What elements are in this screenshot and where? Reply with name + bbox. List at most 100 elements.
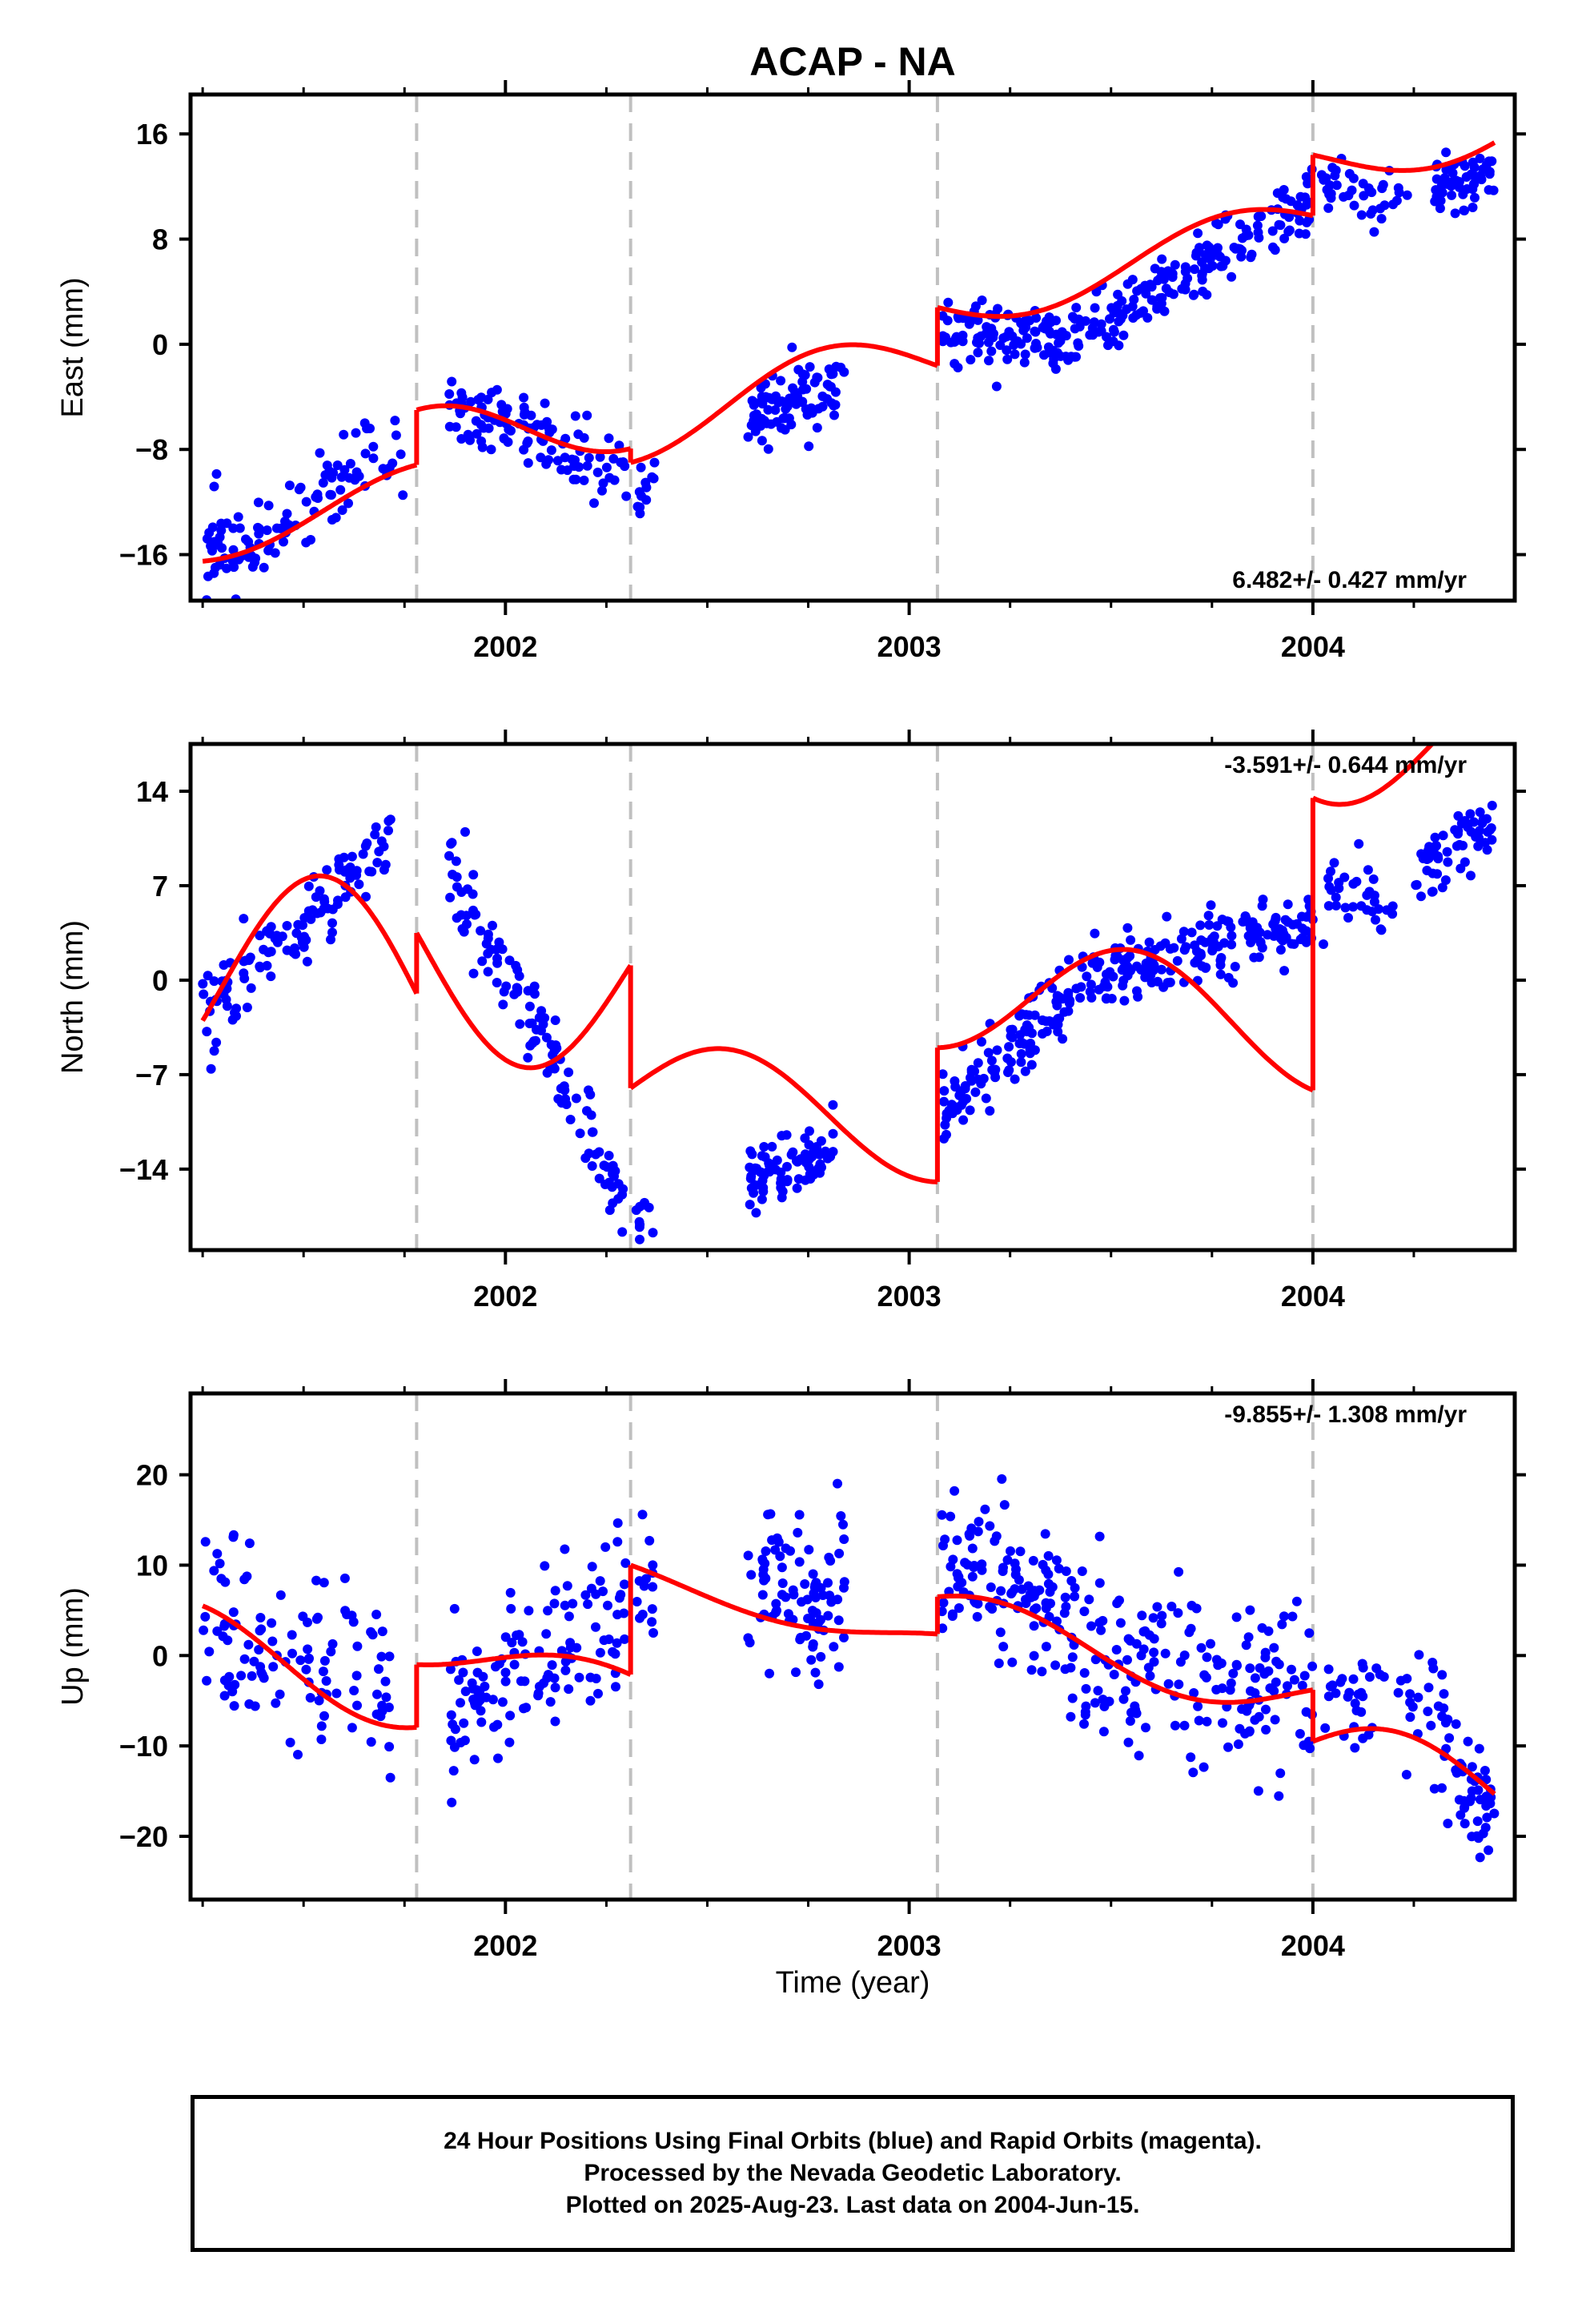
data-point (1447, 190, 1457, 200)
data-point (293, 1750, 303, 1759)
data-point (757, 413, 767, 424)
data-point (360, 448, 371, 459)
data-point (1110, 955, 1120, 965)
data-point (943, 297, 954, 308)
data-point (209, 568, 219, 578)
data-point (1172, 955, 1182, 966)
data-point (1237, 1704, 1247, 1715)
data-point (1202, 1652, 1212, 1663)
data-point (282, 509, 292, 519)
data-point (1092, 962, 1102, 972)
data-point (1024, 1010, 1034, 1020)
data-point (1122, 1655, 1132, 1665)
data-point (1484, 1845, 1494, 1856)
data-point (1353, 1689, 1363, 1699)
data-point (212, 1549, 223, 1559)
data-point (1297, 923, 1307, 934)
data-point (316, 1721, 327, 1731)
x-tick-label: 2003 (877, 1280, 942, 1313)
data-point (1176, 934, 1186, 944)
data-point (791, 1667, 801, 1678)
data-point (1437, 1783, 1447, 1793)
data-point (198, 979, 208, 989)
data-point (1145, 1671, 1155, 1681)
data-point (612, 1638, 622, 1648)
model-line (414, 931, 633, 1071)
data-point (483, 948, 493, 959)
data-point (561, 1100, 572, 1109)
data-point (1255, 927, 1265, 938)
data-point (962, 1559, 973, 1570)
data-point (444, 850, 454, 861)
data-point (998, 1642, 1009, 1652)
data-point (973, 1058, 983, 1068)
data-point (1064, 955, 1074, 965)
data-point (1038, 1015, 1048, 1026)
data-point (1188, 290, 1199, 300)
data-point (1475, 807, 1485, 818)
data-point (262, 960, 272, 971)
data-point (299, 931, 309, 942)
data-point (594, 1173, 604, 1184)
data-point (1099, 1701, 1110, 1711)
data-point (1263, 1626, 1274, 1636)
data-point (1093, 1686, 1103, 1696)
data-point (985, 1521, 995, 1531)
data-point (972, 1611, 982, 1622)
data-point (1053, 1019, 1063, 1030)
data-point (506, 425, 516, 436)
data-point (381, 1692, 391, 1703)
data-point (1459, 205, 1469, 215)
data-point (500, 1676, 511, 1687)
data-point (1090, 303, 1100, 313)
data-point (200, 1537, 211, 1547)
data-point (444, 389, 455, 399)
data-point (785, 393, 795, 404)
data-point (462, 919, 472, 929)
data-point (1279, 1611, 1289, 1622)
data-point (456, 408, 465, 419)
model-line (1311, 744, 1435, 807)
data-point (467, 1678, 477, 1688)
data-point (285, 1737, 295, 1747)
data-point (966, 355, 976, 365)
data-point (231, 1011, 241, 1021)
data-point (1081, 1683, 1091, 1694)
data-point (1102, 969, 1111, 979)
data-point (1148, 1613, 1158, 1623)
data-point (1109, 1670, 1119, 1679)
data-point (358, 849, 368, 859)
data-point (247, 1671, 257, 1681)
data-point (833, 1615, 844, 1626)
data-point (1283, 227, 1294, 237)
data-point (595, 452, 605, 462)
data-point (1010, 349, 1020, 360)
data-point (1203, 263, 1214, 274)
data-point (582, 460, 592, 471)
data-point (366, 1626, 376, 1637)
data-point (396, 449, 406, 460)
data-point (1059, 1608, 1070, 1618)
y-axis-label: North (mm) (56, 920, 90, 1074)
data-point (1422, 866, 1432, 875)
data-point (336, 472, 347, 482)
data-point (1250, 1673, 1260, 1683)
data-point (1034, 1585, 1045, 1595)
data-point (1331, 892, 1341, 903)
data-point (1358, 179, 1368, 189)
data-point (500, 1632, 511, 1642)
data-point (471, 909, 481, 919)
data-point (491, 1662, 500, 1672)
data-point (810, 1592, 821, 1602)
data-point (1351, 876, 1362, 887)
data-point (459, 1718, 469, 1728)
data-point (1241, 913, 1251, 923)
data-point (277, 931, 287, 942)
data-point (1002, 1555, 1013, 1565)
data-point (1086, 979, 1096, 990)
data-point (1217, 915, 1227, 925)
data-point (312, 908, 323, 919)
data-point (1184, 1627, 1195, 1638)
data-point (1203, 911, 1214, 921)
data-point (312, 489, 323, 500)
